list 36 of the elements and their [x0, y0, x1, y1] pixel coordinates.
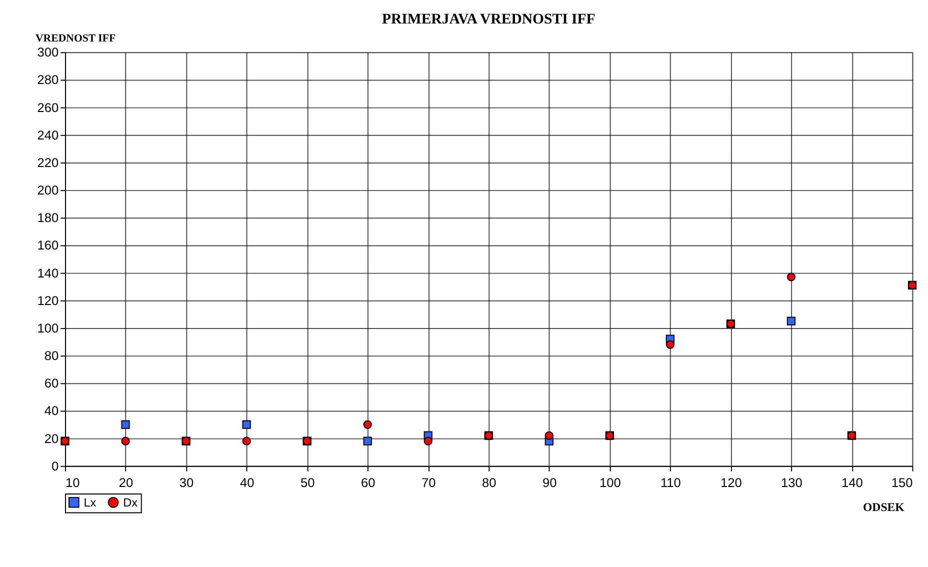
y-tick-label: 20	[44, 430, 59, 446]
x-tick-label: 50	[300, 475, 315, 490]
y-tick-label: 140	[37, 265, 59, 280]
legend-label: Dx	[123, 495, 138, 510]
x-tick-label: 40	[240, 475, 254, 490]
y-tick-label: 0	[51, 458, 59, 474]
x-tick-label: 20	[118, 475, 134, 490]
x-tick-label: 140	[842, 475, 863, 490]
x-tick-label: 10	[66, 475, 80, 490]
x-tick-label: 120	[720, 475, 742, 490]
y-tick-label: 60	[44, 376, 59, 391]
x-tick-label: 60	[360, 475, 376, 490]
x-tick-label: 110	[660, 475, 681, 490]
x-tick-label: 80	[482, 475, 496, 490]
y-tick-label: 260	[37, 100, 59, 115]
y-tick-label: 220	[37, 154, 59, 170]
y-tick-label: 160	[37, 238, 59, 253]
x-tick-label: 30	[179, 475, 194, 490]
chart-title: PRIMERJAVA VREDNOSTI IFF	[382, 12, 596, 28]
y-axis-title: VREDNOST IFF	[35, 32, 116, 44]
y-tick-label: 120	[37, 292, 59, 308]
x-tick-label: 90	[542, 475, 557, 490]
y-tick-label: 80	[44, 348, 59, 364]
x-tick-label: 130	[781, 475, 802, 490]
y-tick-label: 280	[37, 72, 59, 88]
y-tick-label: 240	[37, 127, 59, 142]
x-tick-label: 70	[421, 475, 436, 490]
y-tick-label: 100	[37, 320, 59, 336]
y-tick-label: 40	[44, 403, 59, 418]
y-tick-label: 300	[37, 44, 59, 60]
y-tick-label: 180	[37, 210, 59, 226]
x-tick-label: 100	[599, 475, 621, 490]
legend-label: Lx	[84, 495, 96, 510]
x-axis-title: ODSEK	[862, 500, 906, 514]
y-tick-label: 200	[37, 182, 59, 198]
x-tick-label: 150	[891, 475, 913, 490]
